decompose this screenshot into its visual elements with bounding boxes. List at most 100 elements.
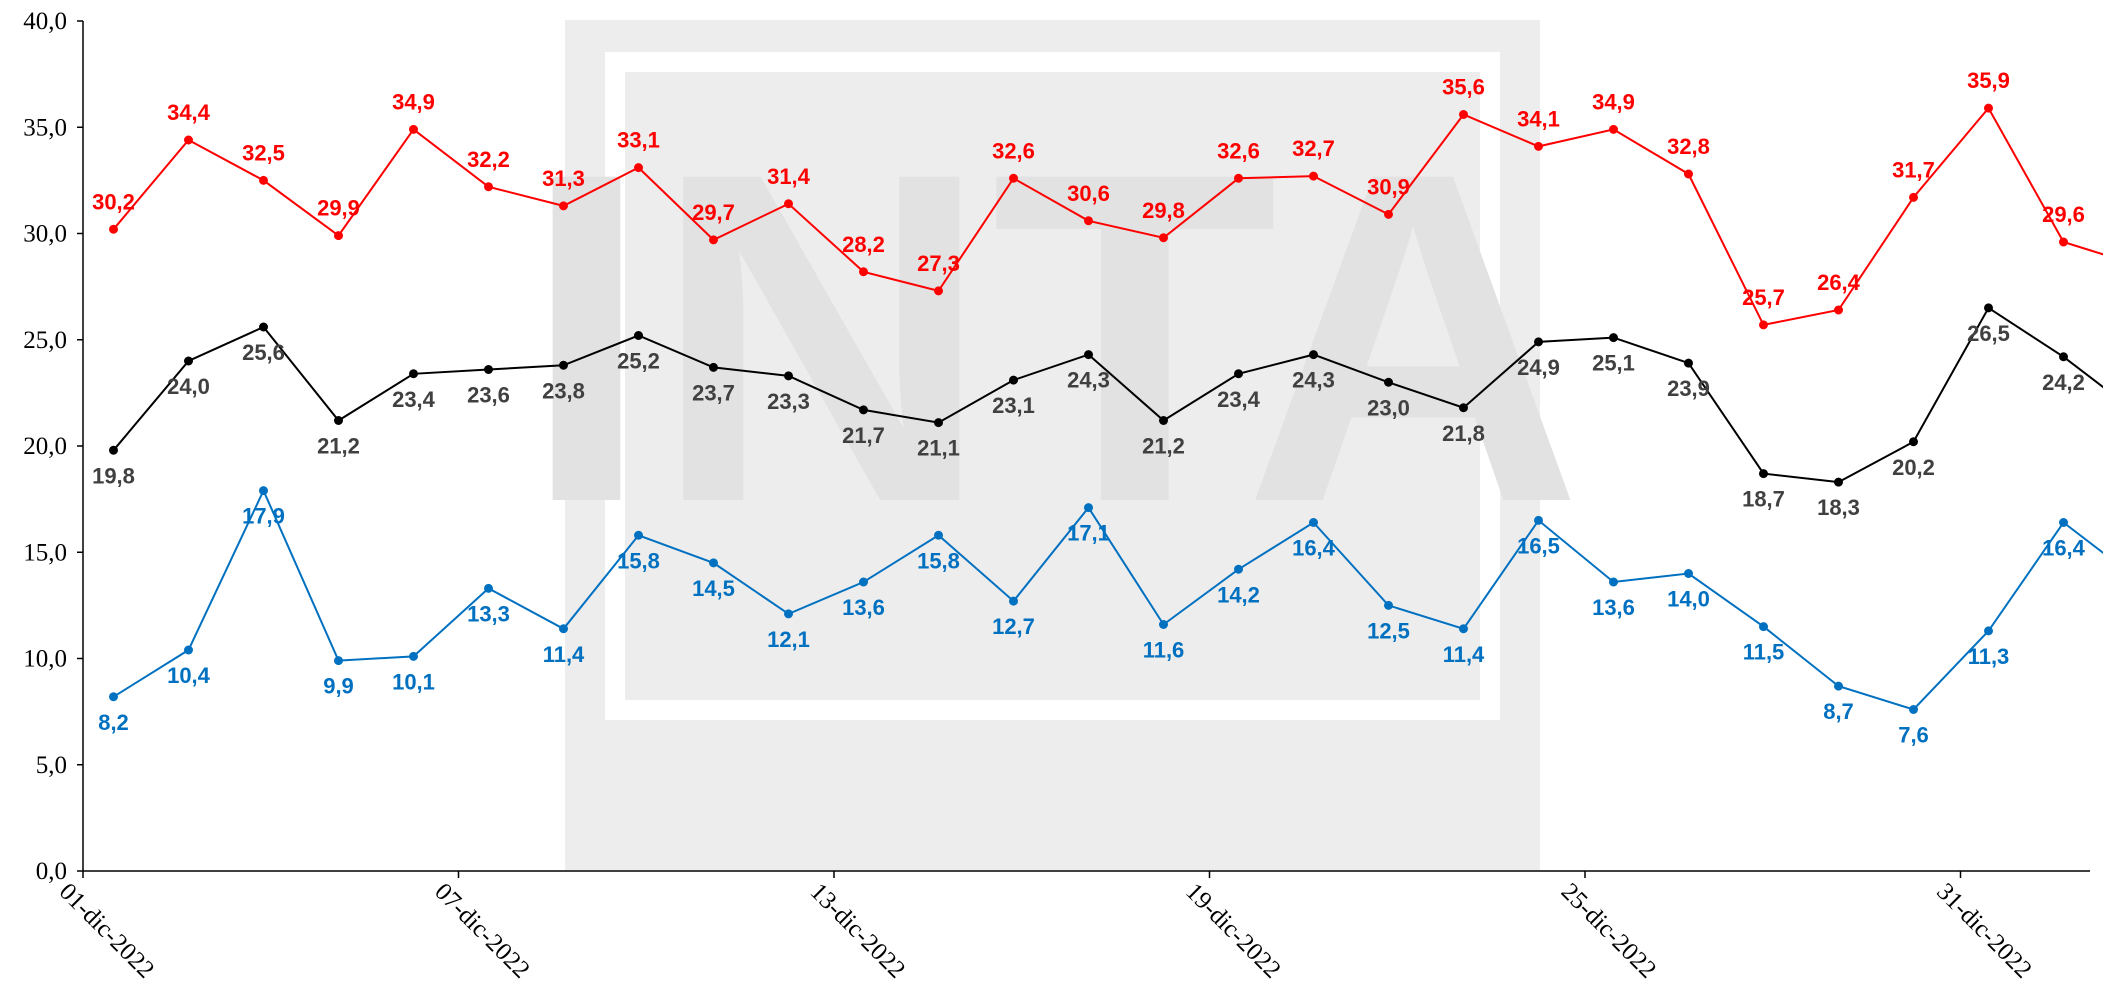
data-label: 23,7 xyxy=(692,380,735,405)
data-point xyxy=(634,331,643,340)
data-label: 18,7 xyxy=(1742,487,1785,512)
data-point xyxy=(1459,403,1468,412)
data-label: 12,7 xyxy=(992,614,1035,639)
data-label: 7,6 xyxy=(1898,723,1929,748)
data-label: 31,4 xyxy=(767,164,811,189)
data-label: 16,4 xyxy=(2042,536,2086,561)
data-point xyxy=(1084,350,1093,359)
data-label: 9,9 xyxy=(323,674,354,699)
data-point xyxy=(1984,303,1993,312)
data-point xyxy=(1234,369,1243,378)
data-label: 23,4 xyxy=(1217,387,1261,412)
x-tick-label: 01-dic-2022 xyxy=(54,878,160,984)
data-label: 34,9 xyxy=(1592,89,1635,114)
x-tick-label: 19-dic-2022 xyxy=(1180,878,1286,984)
data-label: 26,5 xyxy=(1967,321,2010,346)
data-label: 32,5 xyxy=(242,140,285,165)
data-label: 12,5 xyxy=(1367,618,1410,643)
data-point xyxy=(1459,110,1468,119)
data-label: 24,9 xyxy=(1517,355,1560,380)
data-label: 23,9 xyxy=(1667,376,1710,401)
data-label: 24,2 xyxy=(2042,370,2085,395)
data-point xyxy=(1909,437,1918,446)
data-point xyxy=(259,486,268,495)
data-label: 11,3 xyxy=(1968,644,2010,669)
data-point xyxy=(409,652,418,661)
data-point xyxy=(484,182,493,191)
data-label: 16,5 xyxy=(1517,533,1560,558)
y-tick-label: 25,0 xyxy=(23,327,67,354)
data-point xyxy=(184,136,193,145)
data-label: 25,6 xyxy=(242,340,285,365)
data-label: 24,3 xyxy=(1067,368,1110,393)
data-point xyxy=(2059,238,2068,247)
data-label: 13,6 xyxy=(842,595,885,620)
data-point xyxy=(259,176,268,185)
data-point xyxy=(184,646,193,655)
data-label: 34,1 xyxy=(1517,106,1560,131)
x-tick-label: 13-dic-2022 xyxy=(805,878,911,984)
data-label: 13,6 xyxy=(1592,595,1635,620)
data-point xyxy=(1609,578,1618,587)
data-label: 23,3 xyxy=(767,389,810,414)
data-label: 29,6 xyxy=(2042,202,2085,227)
data-point xyxy=(1159,620,1168,629)
y-tick-label: 0,0 xyxy=(36,858,67,885)
data-point xyxy=(1084,216,1093,225)
data-point xyxy=(1384,378,1393,387)
data-point xyxy=(1759,469,1768,478)
data-point xyxy=(1009,376,1018,385)
data-label: 29,7 xyxy=(692,200,735,225)
data-point xyxy=(2059,518,2068,527)
data-label: 34,9 xyxy=(392,89,435,114)
data-point xyxy=(484,365,493,374)
data-label: 12,1 xyxy=(767,627,810,652)
y-tick-label: 20,0 xyxy=(23,433,67,460)
data-label: 24,3 xyxy=(1292,368,1335,393)
data-point xyxy=(634,163,643,172)
data-point xyxy=(1984,104,1993,113)
data-label: 27,3 xyxy=(917,251,960,276)
data-label: 8,7 xyxy=(1823,699,1854,724)
data-label: 14,5 xyxy=(692,576,735,601)
data-point xyxy=(1234,565,1243,574)
data-point xyxy=(1909,193,1918,202)
data-label: 16,4 xyxy=(1292,536,1336,561)
data-label: 10,1 xyxy=(392,669,435,694)
data-label: 23,4 xyxy=(392,387,436,412)
data-label: 18,3 xyxy=(1817,495,1860,520)
data-point xyxy=(1984,626,1993,635)
data-point xyxy=(109,446,118,455)
data-point xyxy=(784,371,793,380)
data-label: 23,6 xyxy=(467,383,510,408)
data-point xyxy=(784,199,793,208)
watermark: INTA xyxy=(521,20,1583,870)
data-label: 21,7 xyxy=(842,423,885,448)
y-tick-label: 10,0 xyxy=(23,646,67,673)
data-point xyxy=(784,609,793,618)
data-point xyxy=(334,416,343,425)
x-tick-label: 25-dic-2022 xyxy=(1556,878,1662,984)
data-point xyxy=(559,624,568,633)
data-label: 34,4 xyxy=(167,100,211,125)
data-label: 26,4 xyxy=(1817,270,1861,295)
y-tick-label: 5,0 xyxy=(36,752,67,779)
data-point xyxy=(1159,416,1168,425)
data-point xyxy=(1684,569,1693,578)
data-label: 32,8 xyxy=(1667,134,1710,159)
x-tick-label: 07-dic-2022 xyxy=(429,878,535,984)
data-label: 14,0 xyxy=(1667,587,1710,612)
data-point xyxy=(1834,682,1843,691)
data-point xyxy=(259,323,268,332)
data-point xyxy=(409,369,418,378)
data-point xyxy=(1009,597,1018,606)
data-point xyxy=(1459,624,1468,633)
data-label: 25,1 xyxy=(1592,351,1635,376)
y-tick-label: 30,0 xyxy=(23,221,67,248)
data-point xyxy=(859,405,868,414)
data-label: 21,1 xyxy=(917,436,960,461)
data-point xyxy=(1759,622,1768,631)
data-point xyxy=(1384,210,1393,219)
data-label: 29,9 xyxy=(317,196,360,221)
data-label: 21,2 xyxy=(1142,434,1185,459)
